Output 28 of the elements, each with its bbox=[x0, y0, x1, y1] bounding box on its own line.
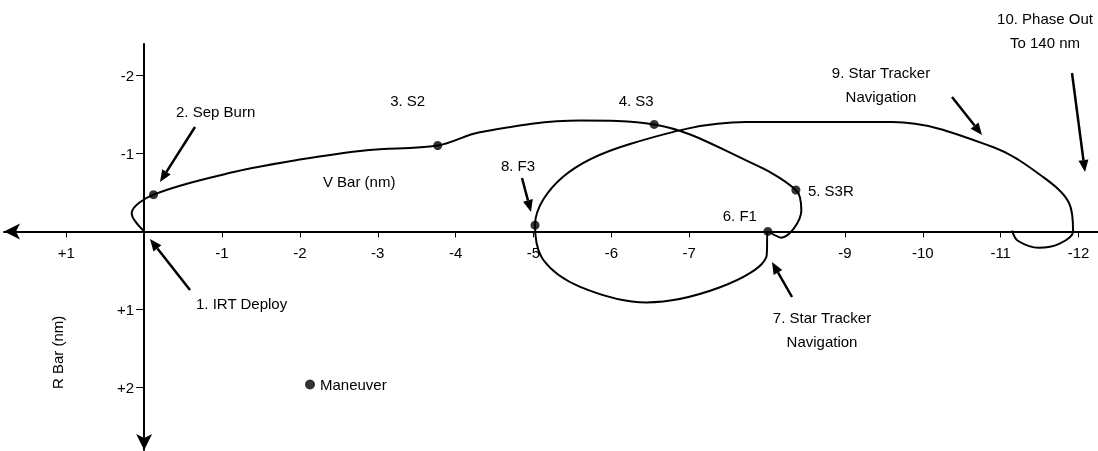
x-tick-label: -11 bbox=[990, 244, 1011, 262]
x-tick-label: -4 bbox=[448, 244, 463, 262]
x-tick-label: -10 bbox=[911, 244, 934, 262]
x-tick-label: -7 bbox=[682, 244, 696, 262]
annotation: 4. S3 bbox=[618, 91, 654, 109]
annotation: 8. F3 bbox=[500, 156, 536, 174]
y-tick-label: +2 bbox=[117, 379, 135, 397]
annotation: 1. IRT Deploy bbox=[196, 294, 288, 312]
x-axis-title: V Bar (nm) bbox=[322, 172, 396, 190]
x-tick-label: -6 bbox=[604, 244, 619, 262]
x-tick-label: -9 bbox=[838, 244, 852, 262]
x-tick-label: +1 bbox=[57, 244, 75, 262]
annotation: 9. Star Tracker Navigation bbox=[831, 63, 931, 105]
x-tick-label: -3 bbox=[371, 244, 385, 262]
y-tick-label: -1 bbox=[120, 144, 135, 162]
annotation: 5. S3R bbox=[807, 181, 854, 199]
annotation: 7. Star Tracker Navigation bbox=[772, 308, 872, 350]
x-tick-label: -2 bbox=[293, 244, 307, 262]
y-tick-label: -2 bbox=[120, 66, 135, 84]
legend-label: Maneuver bbox=[320, 376, 387, 393]
x-tick-label: -1 bbox=[215, 244, 229, 262]
y-tick-label: +1 bbox=[117, 300, 135, 318]
annotation: 10. Phase Out To 140 nm bbox=[997, 9, 1094, 51]
x-tick-label: -12 bbox=[1067, 244, 1090, 262]
y-axis-title: R Bar (nm) bbox=[48, 315, 66, 390]
annotation: 2. Sep Burn bbox=[176, 102, 256, 120]
annotation: 6. F1 bbox=[722, 206, 757, 224]
annotation: 3. S2 bbox=[390, 92, 426, 109]
